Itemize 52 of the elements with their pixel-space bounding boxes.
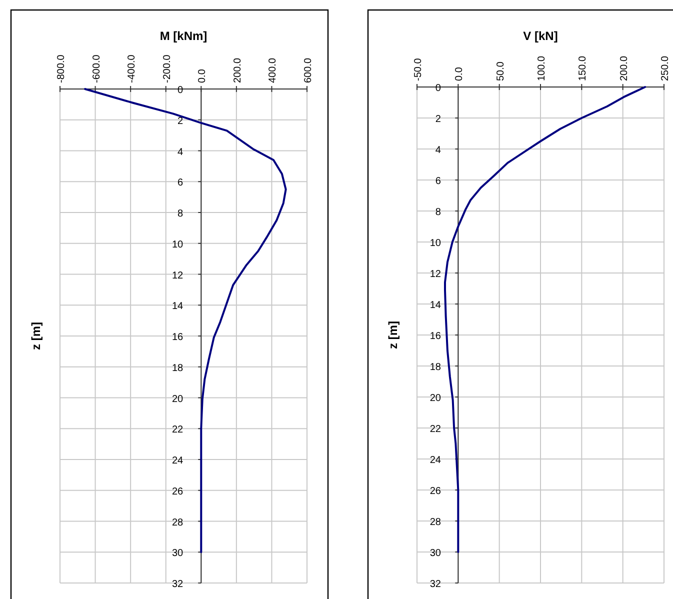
- y-tick-label: 24: [430, 455, 442, 466]
- x-tick-label: 400.0: [268, 58, 279, 83]
- y-tick-label: 18: [430, 362, 442, 373]
- y-tick-label: 14: [172, 301, 184, 312]
- x-tick-label: 0.0: [197, 68, 208, 83]
- y-tick-label: 10: [172, 239, 184, 250]
- y-tick-label: 20: [172, 394, 184, 405]
- y-tick-label: 24: [172, 456, 184, 466]
- y-tick-label: 22: [172, 424, 184, 436]
- y-tick-label: 16: [172, 332, 184, 343]
- y-tick-label: 4: [178, 146, 184, 158]
- y-tick-label: 10: [430, 238, 442, 249]
- y-tick-label: 20: [430, 393, 442, 404]
- x-tick-label: 100.0: [536, 56, 548, 81]
- y-tick-label: 4: [435, 145, 442, 156]
- x-tick-label: 50.0: [495, 61, 506, 81]
- x-tick-label: -400.0: [126, 54, 138, 83]
- y-axis-title: z [m]: [29, 322, 43, 350]
- y-tick-label: 30: [172, 548, 184, 560]
- y-tick-label: 8: [178, 208, 184, 220]
- line-series: [444, 86, 646, 553]
- y-tick-label: 30: [430, 548, 442, 559]
- x-tick-label: 150.0: [578, 56, 589, 81]
- y-tick-label: 12: [172, 270, 184, 282]
- x-tick-label: 600.0: [303, 58, 314, 83]
- y-tick-label: 32: [172, 579, 184, 590]
- y-tick-label: 32: [430, 579, 442, 590]
- y-tick-label: 28: [430, 517, 442, 528]
- x-tick-label: -600.0: [91, 54, 102, 83]
- y-tick-label: 16: [430, 331, 442, 342]
- x-tick-label: -800.0: [56, 54, 67, 83]
- y-tick-label: 22: [430, 424, 442, 435]
- y-tick-label: 6: [435, 176, 442, 187]
- y-tick-label: 6: [178, 178, 184, 189]
- x-tick-label: 250.0: [660, 56, 671, 81]
- y-tick-label: 8: [435, 207, 442, 218]
- y-tick-label: 2: [435, 114, 442, 125]
- x-tick-label: 200.0: [618, 56, 630, 81]
- chart-title: M [kNm]: [160, 29, 208, 43]
- y-tick-label: 28: [172, 517, 184, 528]
- y-tick-label: 2: [178, 116, 184, 127]
- chart-title: V [kN]: [523, 29, 558, 43]
- y-tick-label: 26: [172, 486, 184, 498]
- x-tick-label: 200.0: [232, 58, 244, 83]
- x-tick-label: 0.0: [454, 66, 466, 81]
- x-tick-label: -50.0: [413, 58, 424, 81]
- y-tick-label: 12: [430, 269, 442, 280]
- y-tick-label: 14: [430, 300, 442, 311]
- x-tick-label: -200.0: [162, 54, 173, 83]
- y-tick-label: 26: [430, 486, 442, 497]
- y-tick-label: 18: [172, 362, 184, 374]
- y-axis-title: z [m]: [386, 321, 400, 349]
